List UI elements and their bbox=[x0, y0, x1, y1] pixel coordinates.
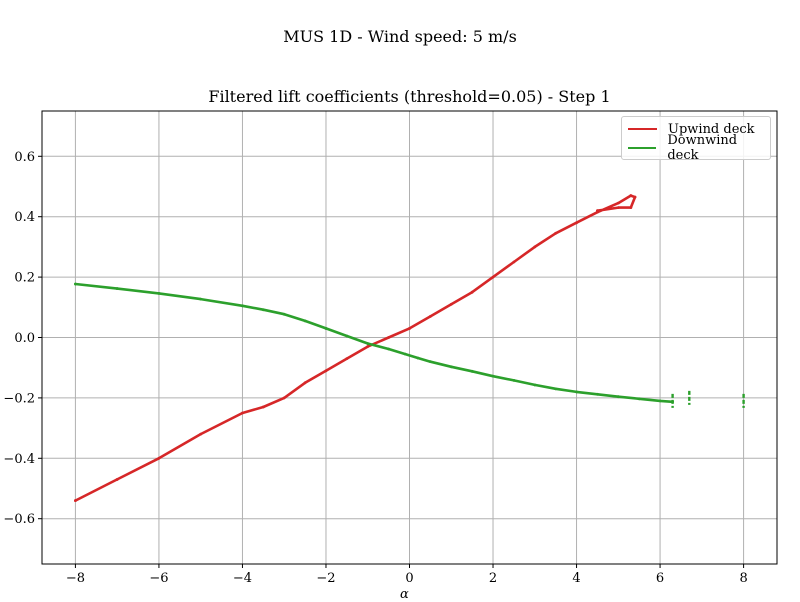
data-point-downwind-deck bbox=[575, 390, 578, 394]
data-point-upwind-deck bbox=[324, 369, 328, 373]
legend-label-downwind: Downwind deck bbox=[667, 133, 738, 163]
x-tick-label: −6 bbox=[149, 571, 168, 586]
data-point-downwind-deck bbox=[596, 392, 599, 396]
data-point-upwind-deck bbox=[512, 260, 516, 264]
legend-swatch-upwind bbox=[628, 128, 657, 130]
data-point-upwind-deck bbox=[616, 206, 620, 210]
x-tick-label: −2 bbox=[316, 571, 335, 586]
data-point-upwind-deck bbox=[629, 194, 633, 197]
y-tick-label: −0.6 bbox=[3, 512, 35, 527]
data-point-upwind-deck bbox=[74, 499, 77, 502]
data-point-upwind-deck bbox=[470, 290, 474, 294]
x-tick-label: −8 bbox=[66, 571, 85, 586]
figure-suptitle: MUS 1D - Wind speed: 5 m/s bbox=[283, 27, 517, 46]
data-point-downwind-deck bbox=[303, 319, 307, 323]
data-point-downwind-deck bbox=[658, 399, 662, 403]
data-point-upwind-deck bbox=[115, 478, 119, 481]
data-point-downwind-deck bbox=[554, 387, 558, 391]
data-point-downwind-deck bbox=[157, 292, 161, 295]
chart-title: Filtered lift coefficients (threshold=0.… bbox=[208, 87, 611, 106]
legend-item-upwind: Upwind deck bbox=[628, 120, 755, 138]
data-point-downwind-deck bbox=[324, 327, 328, 330]
data-point-downwind-deck bbox=[282, 312, 286, 316]
data-point-downwind-deck bbox=[616, 395, 620, 399]
data-point-downwind-deck bbox=[470, 369, 474, 373]
data-point-upwind-deck bbox=[303, 381, 307, 385]
data-point-downwind-deck bbox=[403, 352, 407, 356]
data-point-downwind-deck bbox=[261, 308, 265, 312]
data-point-upwind-deck bbox=[282, 396, 286, 400]
data-point-upwind-deck bbox=[449, 302, 453, 306]
data-point-upwind-deck bbox=[491, 275, 495, 279]
y-tick-label: −0.4 bbox=[3, 452, 35, 467]
data-point-downwind-deck bbox=[512, 378, 516, 382]
data-point-upwind-deck bbox=[387, 336, 391, 339]
data-point-downwind-deck bbox=[115, 287, 119, 290]
data-point-downwind-deck bbox=[387, 347, 391, 351]
data-point-downwind-deck bbox=[199, 297, 203, 301]
x-tick-label: 4 bbox=[572, 571, 580, 586]
data-point-downwind-deck bbox=[241, 304, 244, 308]
y-tick-label: 0.2 bbox=[14, 271, 35, 286]
series-line-upwind-deck bbox=[74, 194, 637, 502]
x-tick-label: 8 bbox=[739, 571, 747, 586]
data-point-upwind-deck bbox=[616, 201, 620, 205]
x-tick-label: 2 bbox=[489, 571, 497, 586]
x-axis-label: α bbox=[400, 587, 409, 602]
x-tick-label: 6 bbox=[656, 571, 664, 586]
x-tick-label: 0 bbox=[405, 571, 413, 586]
legend: Upwind deck Downwind deck bbox=[621, 116, 771, 163]
x-tick-label: −4 bbox=[233, 571, 252, 586]
data-point-downwind-deck bbox=[491, 374, 495, 378]
data-point-upwind-deck bbox=[633, 195, 637, 199]
y-tick-label: 0.6 bbox=[14, 150, 35, 165]
data-point-downwind-deck bbox=[428, 360, 432, 364]
ticks-layer: −8 −6 −4 −2 0 2 4 6 8 −0.6 −0.4 −0.2 0.0 0.2 0.4 0.6 bbox=[3, 150, 747, 586]
y-tick-label: −0.2 bbox=[3, 391, 35, 406]
y-tick-label: 0.4 bbox=[14, 210, 35, 225]
y-tick-label: 0.0 bbox=[14, 331, 35, 346]
data-point-downwind-deck bbox=[366, 342, 370, 345]
data-point-upwind-deck bbox=[596, 209, 599, 213]
data-point-downwind-deck bbox=[74, 282, 77, 286]
data-point-upwind-deck bbox=[366, 345, 370, 348]
legend-label-upwind: Upwind deck bbox=[668, 121, 755, 137]
data-point-upwind-deck bbox=[428, 314, 432, 318]
data-point-downwind-deck bbox=[533, 383, 537, 387]
legend-swatch-downwind bbox=[628, 147, 657, 149]
data-point-upwind-deck bbox=[533, 245, 537, 249]
data-point-downwind-deck bbox=[416, 356, 420, 360]
data-point-upwind-deck bbox=[629, 206, 633, 210]
data-point-downwind-deck bbox=[637, 397, 641, 401]
data-point-upwind-deck bbox=[554, 231, 558, 235]
data-point-downwind-deck bbox=[345, 334, 349, 338]
data-point-upwind-deck bbox=[157, 456, 161, 460]
data-point-upwind-deck bbox=[408, 327, 411, 330]
grid-layer bbox=[42, 111, 777, 564]
legend-item-downwind: Downwind deck bbox=[628, 133, 770, 163]
data-point-upwind-deck bbox=[241, 411, 244, 415]
data-point-upwind-deck bbox=[575, 221, 578, 225]
data-point-upwind-deck bbox=[199, 432, 203, 436]
data-point-downwind-deck bbox=[449, 365, 453, 369]
series-layer bbox=[74, 194, 745, 502]
data-point-upwind-deck bbox=[261, 405, 265, 409]
data-point-upwind-deck bbox=[345, 357, 349, 361]
